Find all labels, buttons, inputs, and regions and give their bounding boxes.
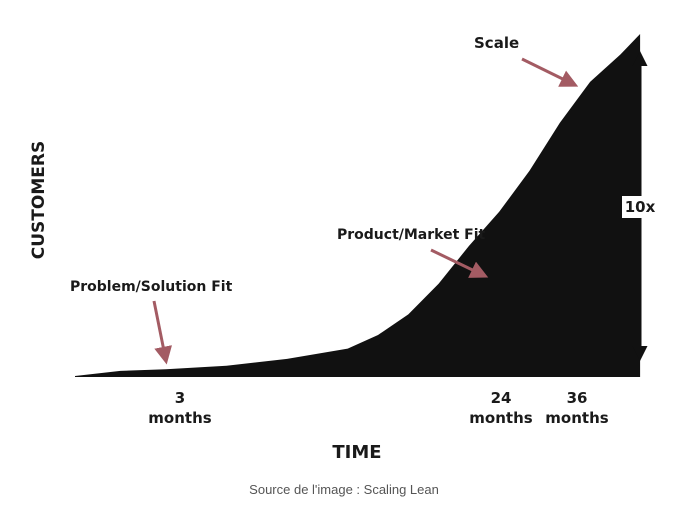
- growth-chart: CUSTOMERS TIME 10x 3 months 24 months 36…: [29, 34, 656, 463]
- annotation-arrow-scale: [521, 57, 579, 87]
- range-label: 10x: [625, 198, 656, 216]
- annotation-product-market-fit: Product/Market Fit: [337, 227, 486, 243]
- annotation-arrow-problem-solution: [152, 300, 173, 365]
- tick-label-3: 3: [175, 389, 185, 407]
- customers-area: [75, 34, 641, 377]
- tick-unit-3: months: [148, 409, 211, 427]
- y-axis-label: CUSTOMERS: [29, 141, 49, 259]
- x-axis-label: TIME: [332, 442, 381, 463]
- annotation-scale: Scale: [474, 34, 519, 52]
- tick-unit-24: months: [469, 409, 532, 427]
- annotation-arrow-product-market: [430, 248, 489, 278]
- image-caption: Source de l'image : Scaling Lean: [249, 482, 439, 497]
- tick-unit-36: months: [545, 409, 608, 427]
- annotation-problem-solution-fit: Problem/Solution Fit: [70, 279, 233, 295]
- tick-label-36: 36: [567, 389, 588, 407]
- chart-frame: CUSTOMERS TIME 10x 3 months 24 months 36…: [29, 34, 656, 463]
- tick-label-24: 24: [491, 389, 512, 407]
